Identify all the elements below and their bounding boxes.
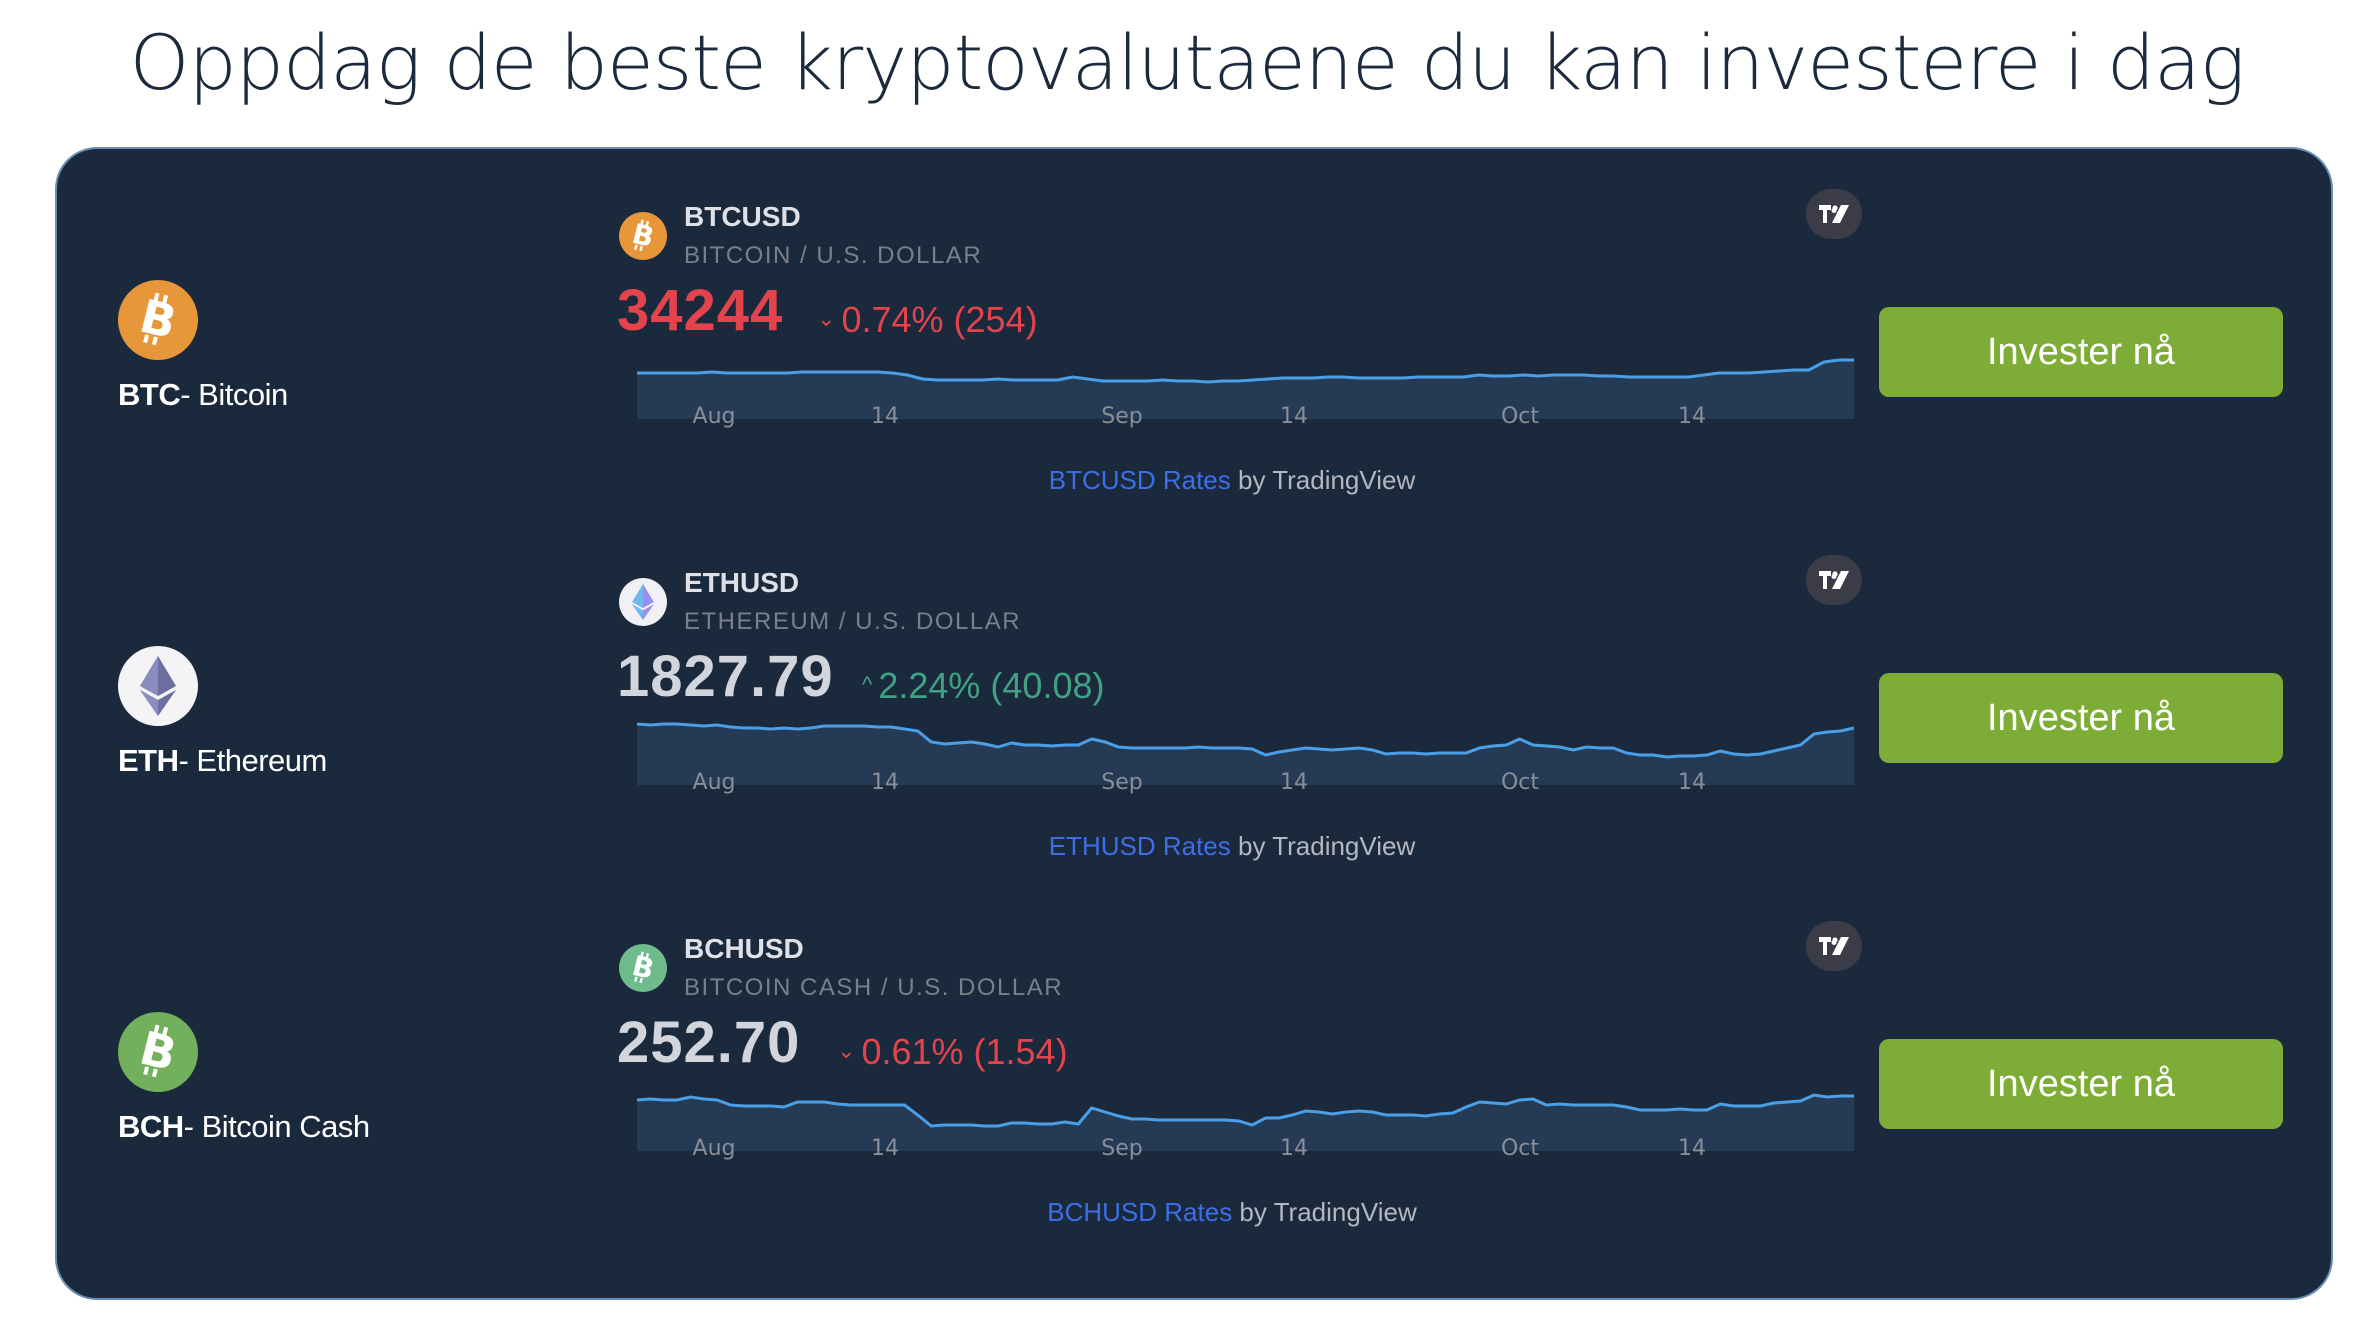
coin-ticker: ETH <box>118 743 179 778</box>
chart-x-axis: Aug 14 Sep 14 Oct 14 <box>637 1136 1854 1176</box>
axis-tick-label: 14 <box>871 1136 899 1161</box>
bitcoin-cash-icon: B <box>619 944 667 992</box>
coin-name: - Bitcoin <box>180 377 288 412</box>
widget-change: ⌄ 0.74% (254) <box>817 299 1038 341</box>
widget-symbol: BCHUSD <box>684 933 804 964</box>
coin-name: - Ethereum <box>178 743 328 778</box>
tradingview-logo-icon[interactable] <box>1806 921 1862 971</box>
price-chart[interactable] <box>637 349 1854 419</box>
axis-tick-label: Oct <box>1500 404 1540 429</box>
axis-tick-label: 14 <box>1280 770 1308 795</box>
coin-label: ETH- Ethereum <box>118 743 327 779</box>
chart-line <box>637 722 1854 759</box>
widget-description: BITCOIN CASH / U.S. DOLLAR <box>684 974 1064 1001</box>
invest-now-button[interactable]: Invester nå <box>1879 307 2283 397</box>
bitcoin-icon: B <box>619 212 667 260</box>
widget-description: ETHEREUM / U.S. DOLLAR <box>684 608 1022 635</box>
rates-link[interactable]: ETHUSD Rates <box>1048 831 1231 861</box>
tradingview-widget[interactable]: ETHUSD ETHEREUM / U.S. DOLLAR 1827.79 ^ 2… <box>582 515 1882 865</box>
invest-now-button[interactable]: Invester nå <box>1879 1039 2283 1129</box>
ethereum-icon <box>619 578 667 626</box>
credits-suffix: by TradingView <box>1230 465 1416 495</box>
widget-price: 34244 <box>617 278 784 343</box>
coin-label: BCH- Bitcoin Cash <box>118 1109 370 1145</box>
chart-x-axis: Aug 14 Sep 14 Oct 14 <box>637 770 1854 810</box>
axis-tick-label: Sep <box>1101 1136 1143 1161</box>
crypto-panel: B BTC- Bitcoin B BTCUSD BITCOIN / U.S. D… <box>55 147 2333 1300</box>
axis-tick-label: 14 <box>1678 1136 1706 1161</box>
coin-row-bch: B BCH- Bitcoin Cash B BCHUSD BITCOIN CAS… <box>57 881 2331 1247</box>
axis-tick-label: Sep <box>1101 770 1143 795</box>
tradingview-logo-icon[interactable] <box>1806 189 1862 239</box>
bitcoin-icon: B <box>118 280 198 360</box>
widget-credits: BTCUSD Rates by TradingView <box>582 465 1882 496</box>
widget-change: ^ 2.24% (40.08) <box>862 665 1104 707</box>
axis-tick-label: 14 <box>1678 770 1706 795</box>
coin-row-btc: B BTC- Bitcoin B BTCUSD BITCOIN / U.S. D… <box>57 149 2331 515</box>
chart-x-axis: Aug 14 Sep 14 Oct 14 <box>637 404 1854 444</box>
rates-link[interactable]: BTCUSD Rates <box>1048 465 1231 495</box>
coin-name: - Bitcoin Cash <box>183 1109 370 1144</box>
widget-symbol: BTCUSD <box>684 201 801 232</box>
chart-line <box>637 1093 1854 1128</box>
credits-suffix: by TradingView <box>1232 1197 1417 1227</box>
change-value: 0.74% (254) <box>841 299 1038 340</box>
rates-link[interactable]: BCHUSD Rates <box>1047 1197 1233 1227</box>
coin-ticker: BTC <box>118 377 181 412</box>
axis-tick-label: 14 <box>1280 1136 1308 1161</box>
widget-price: 252.70 <box>617 1010 801 1075</box>
axis-tick-label: 14 <box>871 404 899 429</box>
axis-tick-label: Oct <box>1500 770 1540 795</box>
invest-now-button[interactable]: Invester nå <box>1879 673 2283 763</box>
widget-price: 1827.79 <box>617 644 834 709</box>
chart-line <box>637 358 1854 384</box>
coin-ticker: BCH <box>118 1109 184 1144</box>
change-arrow-icon: ^ <box>862 672 873 697</box>
tradingview-widget[interactable]: B BCHUSD BITCOIN CASH / U.S. DOLLAR 252.… <box>582 881 1882 1231</box>
axis-tick-label: Oct <box>1500 1136 1540 1161</box>
bitcoin-cash-icon: B <box>118 1012 198 1092</box>
axis-tick-label: Aug <box>692 1136 736 1161</box>
tradingview-logo-icon[interactable] <box>1806 555 1862 605</box>
widget-change: ⌄ 0.61% (1.54) <box>837 1031 1068 1073</box>
widget-symbol: ETHUSD <box>684 567 800 598</box>
tradingview-widget[interactable]: B BTCUSD BITCOIN / U.S. DOLLAR 34244 ⌄ 0.… <box>582 149 1882 499</box>
change-arrow-icon: ⌄ <box>817 306 836 331</box>
coin-label: BTC- Bitcoin <box>118 377 288 413</box>
axis-tick-label: 14 <box>1678 404 1706 429</box>
page-title: Oppdag de beste kryptovalutaene du kan i… <box>129 18 2246 107</box>
axis-tick-label: 14 <box>871 770 899 795</box>
axis-tick-label: 14 <box>1280 404 1308 429</box>
widget-credits: BCHUSD Rates by TradingView <box>582 1197 1882 1228</box>
change-arrow-icon: ⌄ <box>837 1038 856 1063</box>
widget-description: BITCOIN / U.S. DOLLAR <box>684 242 983 269</box>
axis-tick-label: Aug <box>692 770 736 795</box>
axis-tick-label: Sep <box>1101 404 1143 429</box>
ethereum-icon <box>118 646 198 726</box>
coin-row-eth: ETH- Ethereum ETHUSD ETHEREUM / U.S. DOL… <box>57 515 2331 881</box>
axis-tick-label: Aug <box>692 404 736 429</box>
chart-area <box>637 724 1854 785</box>
change-value: 0.61% (1.54) <box>861 1031 1068 1072</box>
price-chart[interactable] <box>637 1081 1854 1151</box>
price-chart[interactable] <box>637 715 1854 785</box>
change-value: 2.24% (40.08) <box>878 665 1105 706</box>
widget-credits: ETHUSD Rates by TradingView <box>582 831 1882 862</box>
credits-suffix: by TradingView <box>1230 831 1416 861</box>
chart-area <box>637 360 1854 419</box>
